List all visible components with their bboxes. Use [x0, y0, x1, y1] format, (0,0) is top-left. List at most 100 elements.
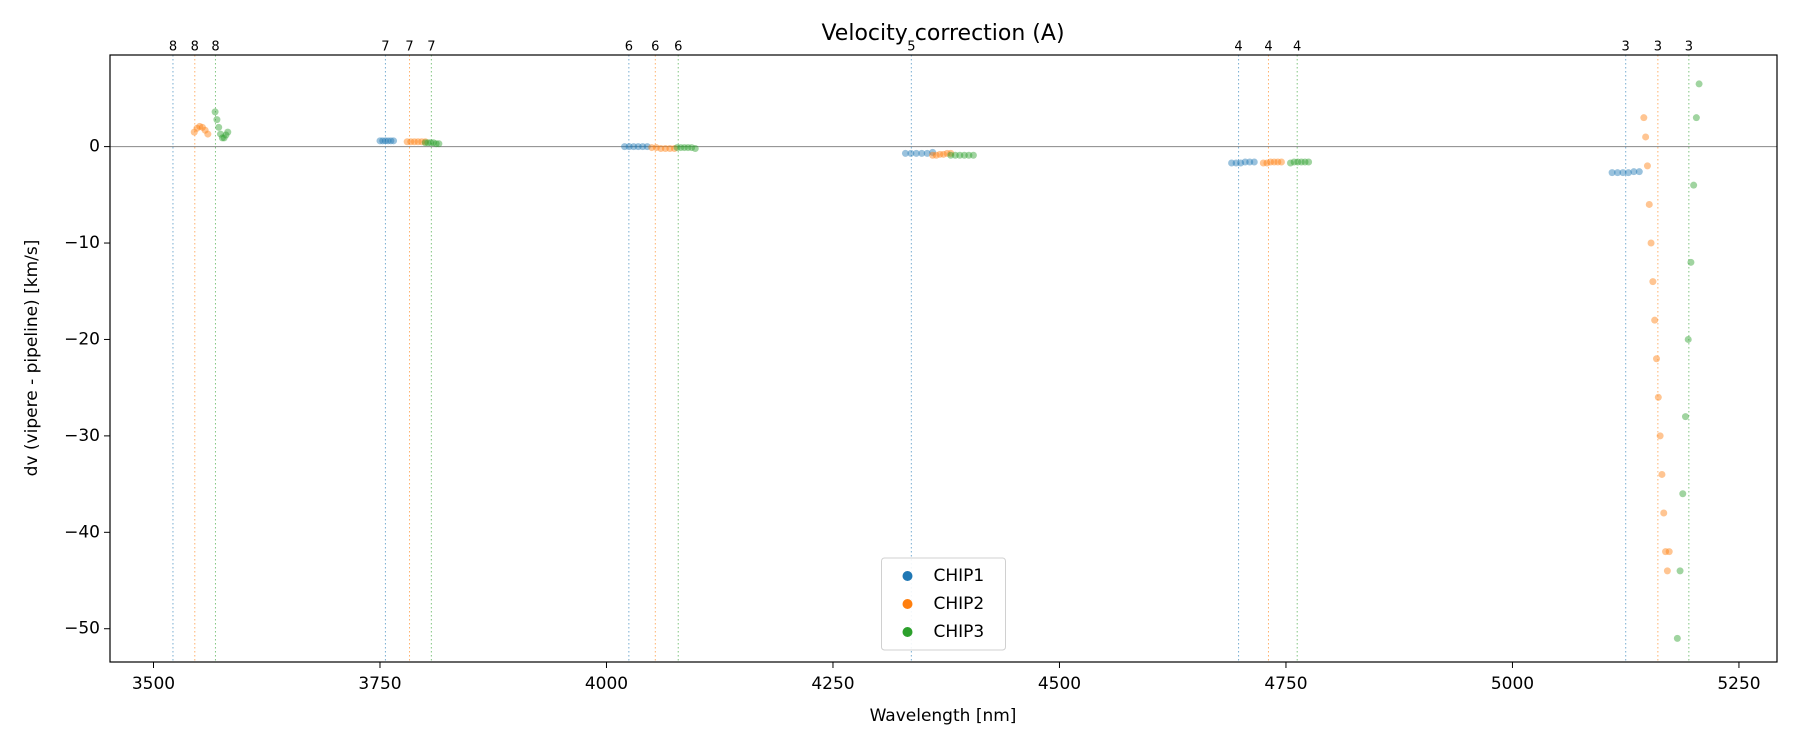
- chart-title: Velocity correction (A): [821, 21, 1064, 46]
- order-label: 6: [651, 40, 659, 55]
- point: [215, 123, 223, 131]
- point: [204, 130, 212, 138]
- legend-marker: [902, 599, 913, 609]
- x-axis-label: Wavelength [nm]: [870, 706, 1017, 726]
- point: [907, 149, 915, 157]
- order-label: 5: [907, 40, 915, 55]
- point: [222, 131, 230, 139]
- point: [929, 148, 937, 156]
- point: [407, 138, 415, 146]
- point: [1267, 158, 1275, 166]
- point: [1643, 162, 1651, 170]
- point: [666, 145, 674, 153]
- x-tick-label: 5250: [1717, 674, 1760, 694]
- point: [932, 151, 940, 159]
- point: [421, 139, 429, 147]
- x-tick-label: 3500: [132, 674, 175, 694]
- y-tick-label: −50: [64, 619, 100, 639]
- order-label: 8: [211, 40, 219, 55]
- point: [1246, 158, 1254, 166]
- point: [1647, 239, 1655, 247]
- point: [1653, 355, 1661, 363]
- point: [418, 138, 426, 146]
- point: [211, 108, 219, 116]
- point: [639, 143, 647, 151]
- y-tick-label: −20: [64, 329, 100, 349]
- point: [1640, 114, 1648, 122]
- point: [1297, 158, 1305, 166]
- y-tick-label: −40: [64, 522, 100, 542]
- point: [652, 144, 660, 152]
- y-tick-label: 0: [89, 137, 100, 157]
- x-tick-label: 4250: [811, 674, 854, 694]
- point: [427, 139, 435, 147]
- point: [1651, 316, 1659, 324]
- point: [384, 137, 392, 145]
- x-tick-label: 4750: [1264, 674, 1307, 694]
- point: [1305, 158, 1313, 166]
- point: [1624, 169, 1632, 177]
- point: [1695, 80, 1703, 88]
- point: [376, 137, 384, 145]
- point: [621, 143, 629, 151]
- point: [1286, 159, 1294, 167]
- order-label: 3: [1654, 40, 1662, 55]
- point: [901, 149, 909, 157]
- point: [688, 144, 696, 152]
- legend-label: CHIP1: [934, 566, 985, 586]
- point: [1665, 548, 1673, 556]
- y-axis-label: dv (vipere - pipeline) [km/s]: [22, 240, 42, 477]
- point: [379, 137, 387, 145]
- point: [657, 145, 665, 153]
- order-label: 6: [625, 40, 633, 55]
- legend-label: CHIP3: [934, 622, 985, 642]
- point: [1277, 158, 1285, 166]
- order-label: 4: [1293, 40, 1301, 55]
- point: [1274, 158, 1282, 166]
- point: [410, 138, 418, 146]
- point: [403, 138, 411, 146]
- point: [691, 145, 699, 153]
- point: [1614, 169, 1622, 177]
- point: [1687, 258, 1695, 266]
- y-tick-label: −10: [64, 233, 100, 253]
- order-label: 4: [1234, 40, 1242, 55]
- point: [198, 123, 206, 131]
- point: [1649, 278, 1657, 286]
- point: [1663, 567, 1671, 575]
- point: [1654, 393, 1662, 401]
- x-tick-label: 3750: [358, 674, 401, 694]
- order-label: 7: [381, 40, 389, 55]
- point: [1270, 158, 1278, 166]
- point: [1263, 159, 1271, 167]
- y-tick-label: −30: [64, 426, 100, 446]
- point: [670, 145, 678, 153]
- point: [1679, 490, 1687, 498]
- point: [435, 140, 443, 148]
- point: [947, 149, 955, 157]
- point: [1232, 159, 1240, 167]
- order-label: 4: [1264, 40, 1272, 55]
- point: [220, 134, 228, 142]
- point: [918, 149, 926, 157]
- point: [643, 143, 651, 151]
- point: [193, 124, 201, 132]
- point: [947, 151, 955, 159]
- point: [1692, 114, 1700, 122]
- point: [190, 128, 198, 136]
- point: [1656, 432, 1664, 440]
- point: [1608, 169, 1616, 177]
- point: [1690, 181, 1698, 189]
- point: [1237, 159, 1245, 167]
- point: [929, 151, 937, 159]
- point: [630, 143, 638, 151]
- point: [943, 149, 951, 157]
- point: [432, 140, 440, 148]
- point: [684, 144, 692, 152]
- plot-frame: [109, 54, 1778, 663]
- point: [634, 143, 642, 151]
- legend-label: CHIP2: [934, 594, 985, 614]
- point: [421, 138, 429, 146]
- point: [1684, 335, 1692, 343]
